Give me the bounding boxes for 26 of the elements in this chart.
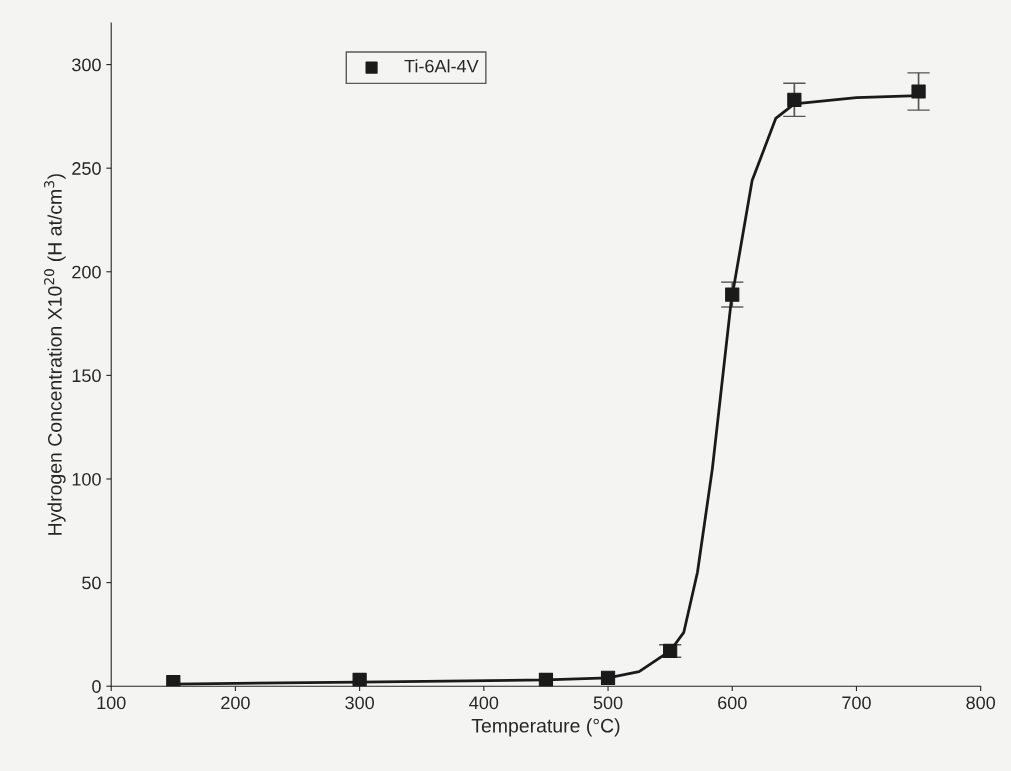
x-tick-label: 200 [221, 696, 250, 710]
x-tick-label: 100 [97, 696, 126, 710]
x-tick-label: 600 [718, 696, 747, 710]
point [787, 92, 802, 107]
point [663, 643, 678, 659]
point [538, 672, 554, 687]
y-tick-label: 100 [72, 472, 101, 486]
x-axis-title: Temperature (°C) [471, 718, 620, 737]
y-tick-label: 150 [72, 369, 101, 383]
x-tick-label: 800 [966, 696, 996, 710]
x-tick-label: 700 [842, 696, 871, 710]
x-tick-label: 400 [469, 696, 499, 710]
y-tick-label: 50 [82, 576, 101, 590]
point [911, 84, 926, 99]
y-axis-title: Hydrogen Concentration X10$^{20}$ (H at/cm$^{3}$) [44, 174, 66, 535]
y-tick-label: 250 [72, 162, 101, 175]
x-tick-label: 500 [593, 696, 623, 710]
point [352, 672, 367, 687]
legend-label: Ti-6Al-4V [404, 59, 479, 73]
point [600, 670, 616, 686]
x-tick-label: 300 [345, 696, 374, 710]
y-tick-label: 200 [72, 265, 101, 279]
point [166, 674, 181, 687]
y-tick-label: 300 [72, 58, 101, 72]
point [725, 287, 740, 302]
y-tick-label: 0 [92, 680, 101, 693]
